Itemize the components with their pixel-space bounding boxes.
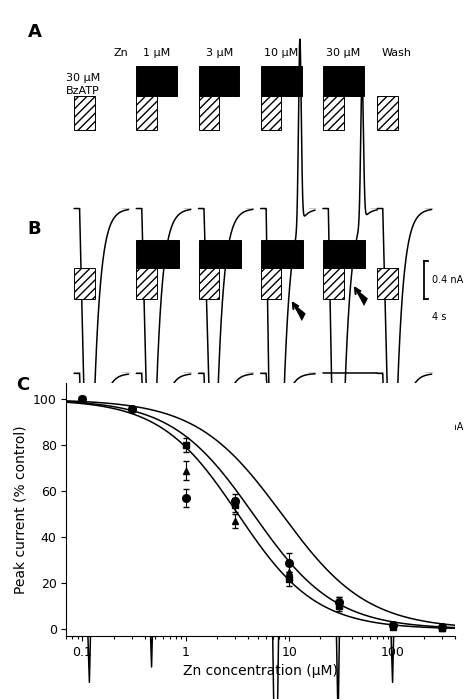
Bar — [74, 96, 95, 130]
Bar — [137, 66, 177, 96]
Text: 1 μM: 1 μM — [143, 48, 171, 59]
Text: 0.2 nA: 0.2 nA — [432, 421, 463, 432]
Text: Zn: Zn — [114, 48, 128, 59]
Bar — [323, 240, 365, 268]
Bar — [137, 268, 157, 299]
Text: C: C — [16, 376, 29, 394]
Bar — [199, 96, 219, 130]
Bar — [199, 268, 219, 299]
Bar — [323, 96, 344, 130]
Bar — [137, 240, 179, 268]
Text: A: A — [27, 23, 41, 41]
Bar — [261, 66, 301, 96]
Text: B: B — [27, 220, 41, 238]
Bar — [377, 96, 398, 130]
Text: 4 s: 4 s — [432, 312, 446, 322]
Bar — [261, 240, 303, 268]
Bar — [261, 268, 282, 299]
Bar — [74, 268, 95, 299]
Bar — [199, 66, 239, 96]
Y-axis label: Peak current (% control): Peak current (% control) — [13, 426, 27, 594]
X-axis label: Zn concentration (μM): Zn concentration (μM) — [183, 664, 338, 678]
Text: 10 μM: 10 μM — [264, 48, 299, 59]
Bar — [323, 268, 344, 299]
Text: 30 μM
BzATP: 30 μM BzATP — [66, 73, 100, 96]
Bar — [137, 96, 157, 130]
Bar — [377, 268, 398, 299]
Bar — [199, 240, 241, 268]
Text: 0.4 nA: 0.4 nA — [432, 275, 463, 284]
Bar — [323, 66, 364, 96]
Text: 3 μM: 3 μM — [206, 48, 233, 59]
Bar — [261, 96, 282, 130]
Polygon shape — [292, 302, 306, 321]
Text: Wash: Wash — [382, 48, 411, 59]
Text: 30 μM: 30 μM — [327, 48, 361, 59]
Polygon shape — [354, 287, 368, 306]
